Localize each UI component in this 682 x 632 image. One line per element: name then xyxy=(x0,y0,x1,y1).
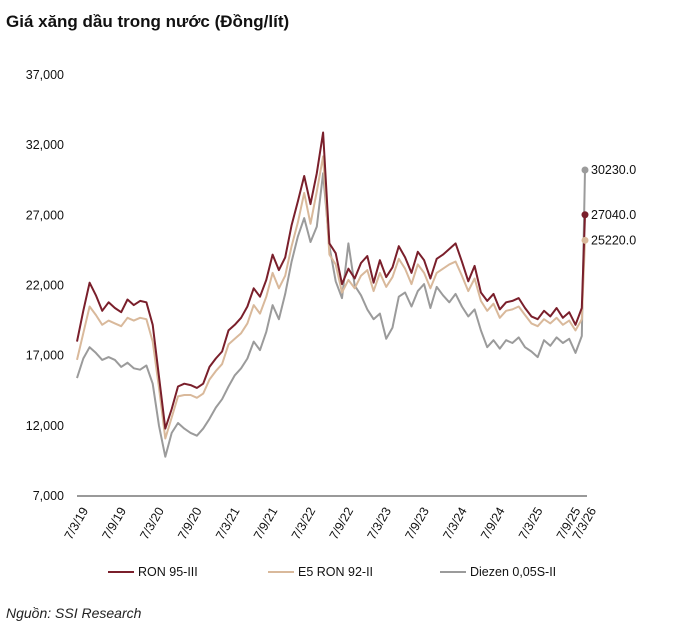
legend: RON 95-III E5 RON 92-II Diezen 0,05S-II xyxy=(108,565,556,579)
end-value-label: 27040.0 xyxy=(591,208,636,222)
end-point-marker xyxy=(581,236,589,244)
x-tick-label: 7/3/22 xyxy=(289,505,319,542)
legend-label: Diezen 0,05S-II xyxy=(470,565,556,579)
series-line xyxy=(76,155,586,440)
y-tick-label: 32,000 xyxy=(26,138,64,152)
end-labels: 27040.0 25220.0 30230.0 xyxy=(581,163,636,247)
series-line xyxy=(76,169,586,458)
end-point-marker xyxy=(581,211,589,219)
x-tick-label: 7/9/20 xyxy=(175,505,205,542)
y-tick-label: 27,000 xyxy=(26,208,64,222)
x-axis: 7/3/19 7/9/19 7/3/20 7/9/20 7/3/21 7/9/21 7/3/… xyxy=(62,505,600,542)
end-value-label: 25220.0 xyxy=(591,233,636,247)
x-tick-label: 7/3/23 xyxy=(365,505,395,542)
y-tick-label: 17,000 xyxy=(26,349,64,363)
series-line xyxy=(76,131,586,430)
y-tick-label: 12,000 xyxy=(26,419,64,433)
y-tick-label: 7,000 xyxy=(33,489,64,503)
series-lines xyxy=(76,131,586,458)
x-tick-label: 7/3/21 xyxy=(213,505,243,542)
chart-title: Giá xăng dầu trong nước (Đồng/lít) xyxy=(6,12,290,31)
y-axis: 7,000 12,000 17,000 22,000 27,000 32,000 37,00… xyxy=(26,68,64,503)
x-tick-label: 7/9/19 xyxy=(100,505,130,542)
x-tick-label: 7/9/22 xyxy=(327,505,357,542)
end-value-label: 30230.0 xyxy=(591,163,636,177)
source-note: Nguồn: SSI Research xyxy=(6,605,142,621)
y-tick-label: 22,000 xyxy=(26,279,64,293)
x-tick-label: 7/3/19 xyxy=(62,505,92,542)
legend-label: RON 95-III xyxy=(138,565,198,579)
legend-label: E5 RON 92-II xyxy=(298,565,373,579)
x-tick-label: 7/9/21 xyxy=(251,505,281,542)
end-point-marker xyxy=(581,166,589,174)
x-tick-label: 7/9/24 xyxy=(478,505,508,542)
x-tick-label: 7/3/24 xyxy=(440,505,470,542)
x-tick-label: 7/9/23 xyxy=(402,505,432,542)
x-tick-label: 7/3/25 xyxy=(516,505,546,542)
y-tick-label: 37,000 xyxy=(26,68,64,82)
x-tick-label: 7/3/20 xyxy=(137,505,167,542)
